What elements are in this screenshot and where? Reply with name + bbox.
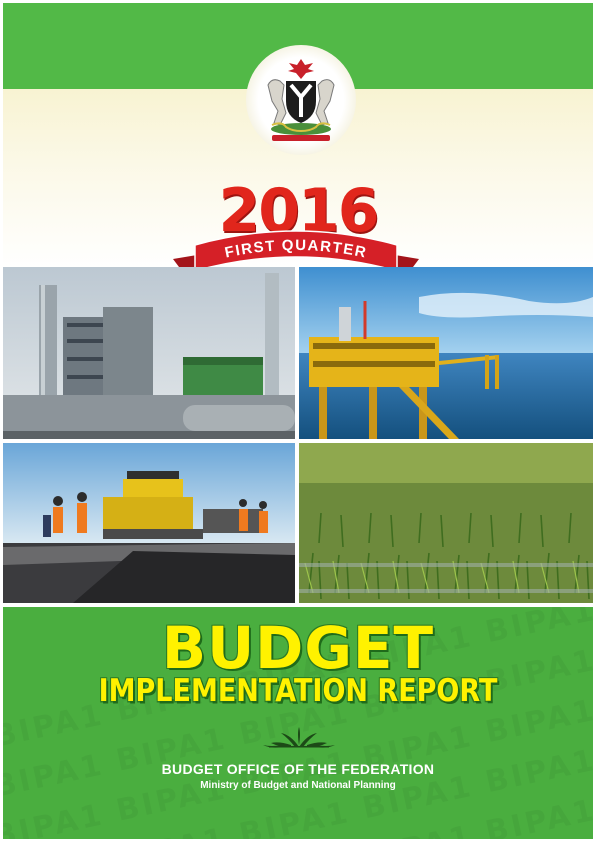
bottom-green-panel: BIPA1 BIPA1 BIPA1 BIPA1 BIPA1 BIPA1 BIPA… [3,607,593,839]
ministry-name: Ministry of Budget and National Planning [200,780,396,791]
report-title-main: BUDGET [161,614,435,682]
budget-office-name: BUDGET OFFICE OF THE FEDERATION [161,761,435,777]
power-plant-photo [3,267,295,439]
rice-field-photo [299,443,593,603]
report-title-sub: IMPLEMENTATION REPORT [98,673,498,710]
leaf-ornament-icon [263,727,335,748]
report-cover: 2016 FIRST QUARTER [3,3,593,839]
coat-of-arms-icon [267,59,335,141]
road-construction-photo [3,443,295,603]
coat-of-arms-emblem [246,45,356,155]
offshore-oil-platform-photo [299,267,593,439]
